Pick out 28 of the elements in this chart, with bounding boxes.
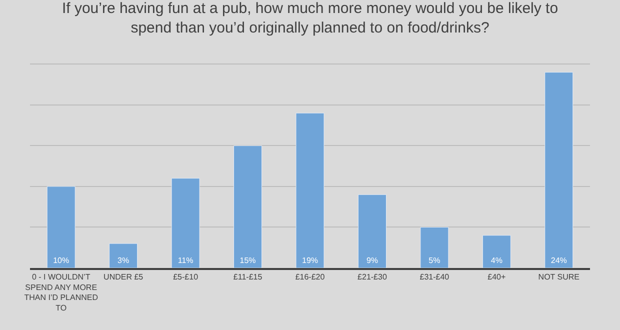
data-label: 4% bbox=[490, 256, 502, 265]
data-label: 24% bbox=[550, 256, 567, 265]
x-tick-label: £16-£20 bbox=[295, 272, 326, 282]
bar bbox=[544, 72, 574, 268]
bar bbox=[234, 145, 262, 268]
x-tick-label: £11-£15 bbox=[233, 272, 263, 282]
bar bbox=[420, 226, 449, 268]
x-tick-label: £5-£10 bbox=[173, 272, 199, 282]
data-label: 11% bbox=[178, 256, 194, 265]
data-label: 19% bbox=[302, 256, 318, 265]
x-tick-label: £31-£40 bbox=[420, 272, 450, 282]
data-label: 3% bbox=[118, 256, 130, 265]
x-tick-label: NOT SURE bbox=[538, 272, 580, 282]
bar bbox=[109, 243, 138, 268]
bar bbox=[46, 186, 76, 268]
data-label: 5% bbox=[428, 256, 440, 265]
data-label: 10% bbox=[53, 256, 70, 265]
bar bbox=[296, 112, 324, 268]
x-tick-label: 0 - I WOULDN’T SPEND ANY MORE THAN I’D PLANNED TO bbox=[24, 272, 98, 313]
chart-title: If you’re having fun at a pub, how much more money would you be likely to spend than you’d originally planned to on food/drinks? bbox=[62, 0, 558, 37]
bar bbox=[358, 194, 386, 268]
data-label: 15% bbox=[240, 256, 256, 265]
x-tick-label: £21-£30 bbox=[358, 272, 388, 282]
bar bbox=[482, 235, 511, 268]
bar bbox=[171, 178, 200, 268]
x-tick-label: £40+ bbox=[488, 272, 506, 282]
data-label: 9% bbox=[366, 256, 378, 265]
x-tick-label: UNDER £5 bbox=[104, 272, 144, 282]
